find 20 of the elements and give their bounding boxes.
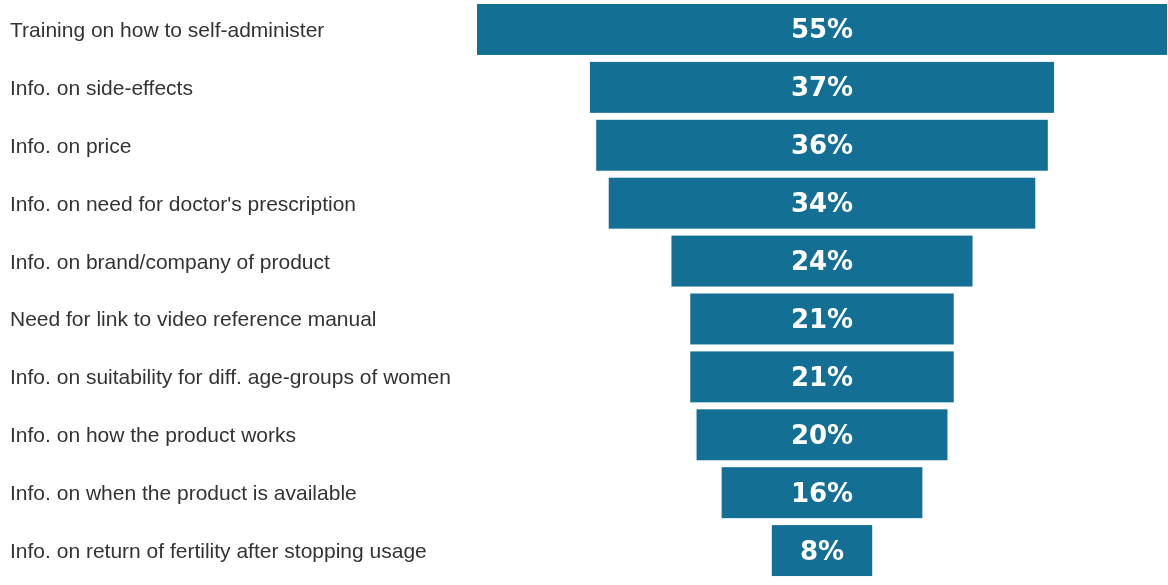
data-label: 36% — [790, 130, 854, 161]
data-label: 8% — [799, 535, 845, 566]
data-label: 24% — [790, 246, 854, 277]
data-label: 34% — [790, 188, 854, 219]
data-label: 37% — [790, 72, 854, 103]
category-label: Need for link to video reference manual — [10, 307, 377, 331]
category-label: Info. on suitability for diff. age-groups of women — [10, 365, 451, 389]
category-label: Info. on side-effects — [10, 75, 193, 99]
category-label: Info. on price — [10, 133, 132, 157]
data-label: 20% — [790, 419, 854, 450]
data-label: 55% — [790, 14, 854, 45]
data-label: 16% — [790, 477, 854, 508]
data-label: 21% — [790, 361, 854, 392]
data-label: 21% — [790, 303, 854, 334]
category-label: Info. on when the product is available — [10, 481, 357, 505]
category-label: Info. on how the product works — [10, 423, 296, 447]
category-label: Info. on need for doctor's prescription — [10, 191, 357, 215]
category-label: Info. on brand/company of product — [10, 249, 331, 273]
category-label: Info. on return of fertility after stopping usage — [10, 539, 427, 563]
category-label: Training on how to self-administer — [10, 17, 325, 41]
